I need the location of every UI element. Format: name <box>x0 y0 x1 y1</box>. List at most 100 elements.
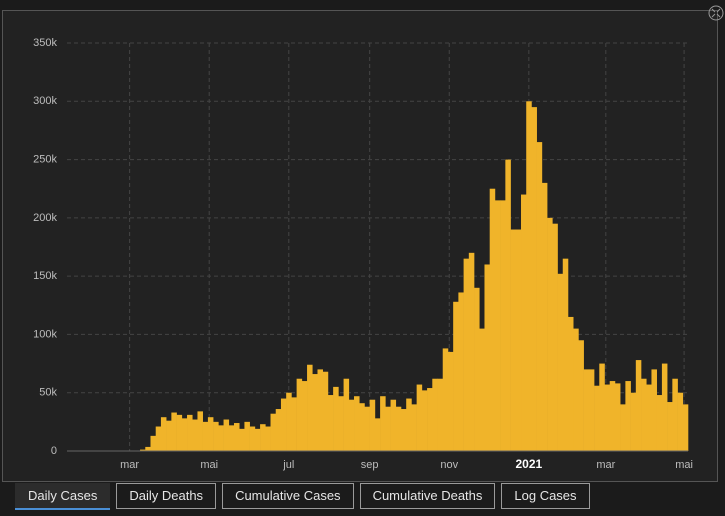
bar <box>385 406 391 451</box>
bar <box>682 404 689 451</box>
bar <box>338 396 344 451</box>
bar <box>536 142 543 452</box>
bar <box>484 264 490 451</box>
y-tick-label: 0 <box>51 445 57 457</box>
tab[interactable]: Log Cases <box>501 483 590 509</box>
bar <box>458 292 464 451</box>
bar <box>661 363 668 451</box>
bar <box>286 392 292 451</box>
bar <box>641 378 647 451</box>
bar <box>421 390 428 451</box>
bar <box>453 301 459 451</box>
y-tick-label: 250k <box>33 153 57 165</box>
bar <box>218 425 224 451</box>
bar <box>291 397 297 451</box>
bar <box>411 404 417 451</box>
bar <box>187 414 193 451</box>
bar <box>604 384 611 451</box>
bar <box>468 252 475 451</box>
bar <box>541 182 548 451</box>
bar <box>166 420 172 451</box>
bar <box>614 383 621 451</box>
bar <box>594 385 600 451</box>
bar <box>588 369 595 451</box>
bar <box>500 200 506 451</box>
bar <box>479 328 485 451</box>
bar <box>213 421 219 451</box>
x-tick-label: mai <box>200 459 218 471</box>
x-tick-label: mar <box>596 459 615 471</box>
bar <box>192 419 198 451</box>
bar <box>369 399 376 451</box>
bar <box>427 388 433 451</box>
bar <box>672 378 678 451</box>
y-tick-label: 100k <box>33 328 57 340</box>
bar <box>547 217 553 451</box>
bar <box>327 395 334 451</box>
bar <box>249 426 256 451</box>
bar <box>160 417 167 451</box>
x-tick-label: mar <box>120 459 139 471</box>
y-tick-label: 150k <box>33 270 57 282</box>
tab[interactable]: Daily Cases <box>15 483 111 510</box>
bar <box>181 418 188 451</box>
bar <box>395 406 402 451</box>
tab[interactable]: Cumulative Cases <box>222 483 354 509</box>
y-tick-label: 300k <box>33 95 57 107</box>
bar <box>625 381 631 451</box>
bar <box>380 396 386 451</box>
bar <box>432 378 438 451</box>
bar <box>244 421 250 451</box>
bar <box>573 328 579 451</box>
bar <box>531 107 537 451</box>
bar <box>646 384 652 451</box>
bar <box>552 223 558 451</box>
bar <box>312 374 318 451</box>
x-tick-label: mai <box>675 459 693 471</box>
bar <box>233 423 240 451</box>
bar <box>296 378 303 451</box>
bar <box>260 424 266 451</box>
bar <box>463 258 470 451</box>
bar <box>176 414 183 451</box>
bar <box>275 409 282 451</box>
bar <box>239 428 245 451</box>
bar <box>651 369 657 451</box>
bar <box>322 371 329 451</box>
bar <box>265 426 271 451</box>
bar <box>406 398 412 451</box>
bar <box>526 101 532 452</box>
bar <box>567 316 574 451</box>
bar <box>374 418 381 451</box>
tab[interactable]: Daily Deaths <box>116 483 217 509</box>
bar <box>635 360 642 451</box>
x-tick-label: 2021 <box>515 457 542 471</box>
bar <box>437 378 444 451</box>
bar <box>667 402 673 451</box>
y-tick-label: 350k <box>33 37 57 49</box>
bar <box>505 159 511 452</box>
bar <box>447 351 454 451</box>
bar <box>150 435 157 451</box>
bar <box>343 378 350 451</box>
bar <box>270 413 277 451</box>
bar <box>400 409 407 451</box>
expand-icon[interactable] <box>708 5 724 21</box>
tab-bar: Daily Cases Daily Deaths Cumulative Cases C… <box>15 483 590 510</box>
bar <box>562 258 569 451</box>
bar <box>390 399 397 451</box>
bar <box>280 398 287 451</box>
bar <box>416 384 423 451</box>
bar <box>677 392 684 451</box>
bar <box>609 381 616 451</box>
bar <box>599 363 605 451</box>
x-tick-label: sep <box>361 459 379 471</box>
tab[interactable]: Cumulative Deaths <box>359 483 496 509</box>
bar <box>155 426 162 451</box>
x-tick-label: jul <box>282 459 294 471</box>
bar <box>515 229 522 451</box>
bar <box>494 200 501 451</box>
bar <box>583 369 590 451</box>
bar <box>197 411 203 451</box>
